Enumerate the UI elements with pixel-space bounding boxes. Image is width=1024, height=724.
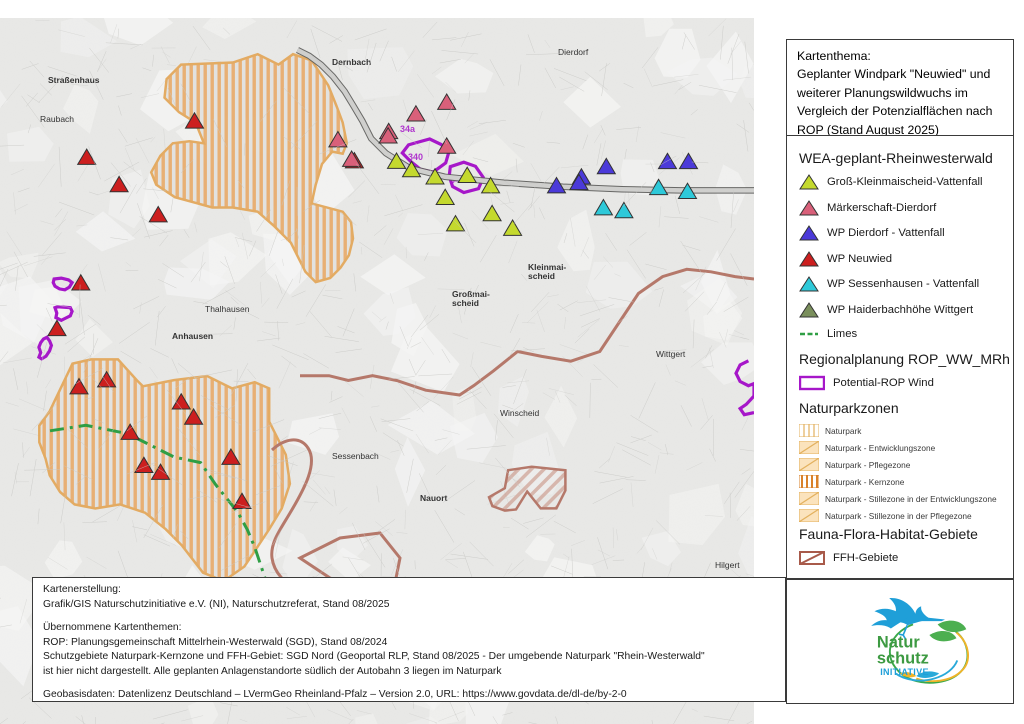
svg-text:340: 340 xyxy=(408,152,423,162)
svg-text:Nauort: Nauort xyxy=(420,493,448,503)
svg-text:Natur: Natur xyxy=(877,633,920,651)
svg-text:34a: 34a xyxy=(400,124,416,134)
svg-text:Anhausen: Anhausen xyxy=(172,331,213,341)
svg-text:scheid: scheid xyxy=(452,298,479,308)
svg-text:INITIATIVE: INITIATIVE xyxy=(880,667,929,677)
svg-text:scheid: scheid xyxy=(528,271,555,281)
svg-text:schutz: schutz xyxy=(877,650,929,668)
svg-text:Dierdorf: Dierdorf xyxy=(558,47,589,57)
svg-text:Hilgert: Hilgert xyxy=(715,560,740,570)
svg-text:Straßenhaus: Straßenhaus xyxy=(48,75,100,85)
svg-text:Thalhausen: Thalhausen xyxy=(205,304,250,314)
svg-text:Sessenbach: Sessenbach xyxy=(332,451,379,461)
svg-text:Raubach: Raubach xyxy=(40,114,74,124)
svg-text:Wittgert: Wittgert xyxy=(656,349,686,359)
svg-text:Winscheid: Winscheid xyxy=(500,408,539,418)
